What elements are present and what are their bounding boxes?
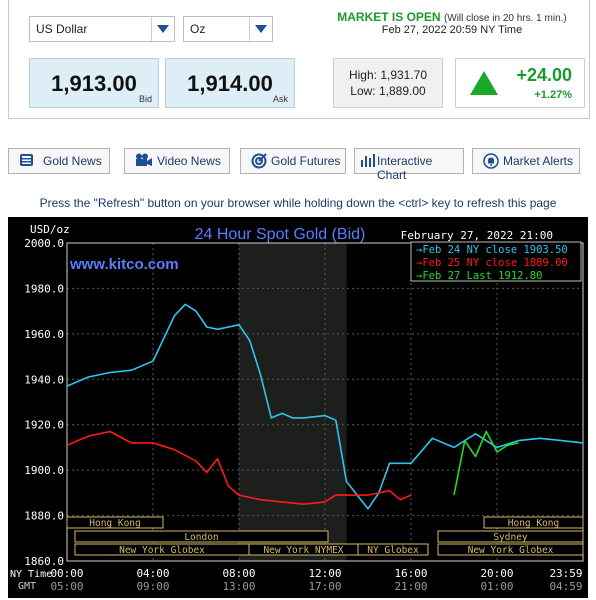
x-tick-label-ny: 08:00	[222, 567, 255, 580]
chevron-down-icon[interactable]	[151, 17, 174, 41]
session-label: Hong Kong	[89, 518, 140, 529]
chart-watermark: www.kitco.com	[69, 256, 179, 273]
target-icon	[251, 153, 267, 172]
x-tick-label-ny: 04:00	[136, 567, 169, 580]
x-tick-label-ny: 23:59	[549, 567, 582, 580]
session-label: New York NYMEX	[263, 545, 343, 556]
market-status-text: MARKET IS OPEN	[337, 10, 441, 24]
y-tick-label: 1940.0	[24, 373, 64, 386]
bell-icon	[483, 153, 499, 172]
x-tick-label-gmt: 13:00	[222, 580, 255, 593]
y-tick-label: 2000.0	[24, 237, 64, 250]
video-news-label: Video News	[157, 154, 221, 168]
spot-gold-chart: 2000.0 1980.0 1960.0 1940.0 1920.0 1900.0 1880…	[8, 217, 588, 598]
low-price: Low: 1,889.00	[350, 84, 426, 98]
interactive-chart-button[interactable]: Interactive Chart	[354, 148, 464, 182]
series-line-2	[66, 430, 412, 506]
x-tick-label-gmt: 17:00	[308, 580, 341, 593]
interactive-chart-label: Interactive Chart	[377, 154, 433, 182]
ask-price: 1,914.00	[187, 71, 273, 96]
ask-label: Ask	[272, 94, 288, 104]
y-tick-label: 1900.0	[24, 464, 64, 477]
high-low-box: High: 1,931.70 Low: 1,889.00	[333, 58, 443, 108]
chart-date-label: February 27, 2022 21:00	[401, 229, 553, 242]
legend-entry: →Feb 24 NY close 1903.50	[416, 244, 568, 256]
bid-box: 1,913.00 Bid	[29, 58, 159, 108]
session-bar	[437, 530, 584, 543]
y-unit-label: USD/oz	[30, 223, 70, 236]
ask-box: 1,914.00 Ask	[165, 58, 295, 108]
unit-value: Oz	[190, 22, 206, 36]
change-absolute: +24.00	[516, 65, 572, 85]
x-tick-label-gmt: 21:00	[394, 580, 427, 593]
plot-frame	[66, 242, 584, 562]
y-tick-label: 1960.0	[24, 328, 64, 341]
nymex-session-shade	[239, 243, 347, 561]
series-line-1	[66, 303, 584, 510]
market-alerts-button[interactable]: Market Alerts	[472, 148, 580, 174]
x-tick-label-gmt: 01:00	[480, 580, 513, 593]
bar-chart-icon	[360, 153, 376, 170]
session-bar	[357, 543, 429, 556]
y-tick-label: 1880.0	[24, 510, 64, 523]
up-arrow-icon	[470, 71, 498, 98]
market-time: Feb 27, 2022 20:59 NY Time	[381, 24, 523, 36]
bid-label: Bid	[138, 94, 152, 104]
x-tick-label-gmt: 05:00	[50, 580, 83, 593]
chevron-down-icon[interactable]	[249, 17, 272, 41]
session-label: Hong Kong	[508, 518, 559, 529]
newspaper-icon	[19, 153, 35, 170]
y-tick-label: 1920.0	[24, 419, 64, 432]
bid-price: 1,913.00	[51, 71, 137, 96]
x-tick-label-ny: 00:00	[50, 567, 83, 580]
session-label: London	[184, 532, 218, 543]
currency-select[interactable]: US Dollar	[29, 16, 175, 42]
session-bar	[483, 516, 584, 529]
x-tick-label-ny: 12:00	[308, 567, 341, 580]
unit-select[interactable]: Oz	[183, 16, 273, 42]
session-bar	[74, 530, 329, 543]
market-close-note: (Will close in 20 hrs. 1 min.)	[443, 13, 567, 24]
session-label: NY Globex	[367, 545, 419, 556]
currency-value: US Dollar	[36, 22, 88, 36]
session-bar	[66, 516, 164, 529]
x-axis-label-gmt: GMT	[18, 581, 36, 592]
video-camera-icon	[135, 153, 153, 170]
change-percent: +1.27%	[534, 89, 572, 101]
session-label: Sydney	[493, 532, 528, 543]
y-tick-label: 1980.0	[24, 282, 64, 295]
refresh-instruction: Press the "Refresh" button on your brows…	[39, 196, 557, 210]
session-label: New York Globex	[468, 545, 554, 556]
legend-entry: →Feb 27 Last 1912.80	[416, 270, 542, 282]
gold-futures-button[interactable]: Gold Futures	[240, 148, 346, 174]
quote-panel: US Dollar Oz MARKET IS OPEN (Will close …	[8, 0, 590, 119]
y-tick-label: 1860.0	[24, 555, 64, 568]
x-tick-label-gmt: 09:00	[136, 580, 169, 593]
legend-box	[410, 241, 582, 282]
market-status: MARKET IS OPEN (Will close in 20 hrs. 1 …	[327, 10, 577, 36]
high-price: High: 1,931.70	[348, 68, 428, 82]
change-box: +24.00 +1.27%	[455, 58, 585, 108]
gold-news-label: Gold News	[43, 154, 102, 168]
video-news-button[interactable]: Video News	[124, 148, 230, 174]
gold-futures-label: Gold Futures	[271, 154, 341, 168]
gold-news-button[interactable]: Gold News	[8, 148, 110, 174]
series-line-3	[453, 430, 519, 496]
x-axis-label-ny: NY Time	[10, 569, 52, 580]
x-tick-label-ny: 20:00	[480, 567, 513, 580]
chart-title: 24 Hour Spot Gold (Bid)	[195, 226, 366, 243]
session-bar	[437, 543, 584, 556]
market-alerts-label: Market Alerts	[503, 154, 574, 168]
x-tick-label-ny: 16:00	[394, 567, 427, 580]
x-tick-label-gmt: 04:59	[549, 580, 582, 593]
legend-entry: →Feb 25 NY close 1889.00	[416, 257, 568, 269]
session-label: New York Globex	[119, 545, 205, 556]
